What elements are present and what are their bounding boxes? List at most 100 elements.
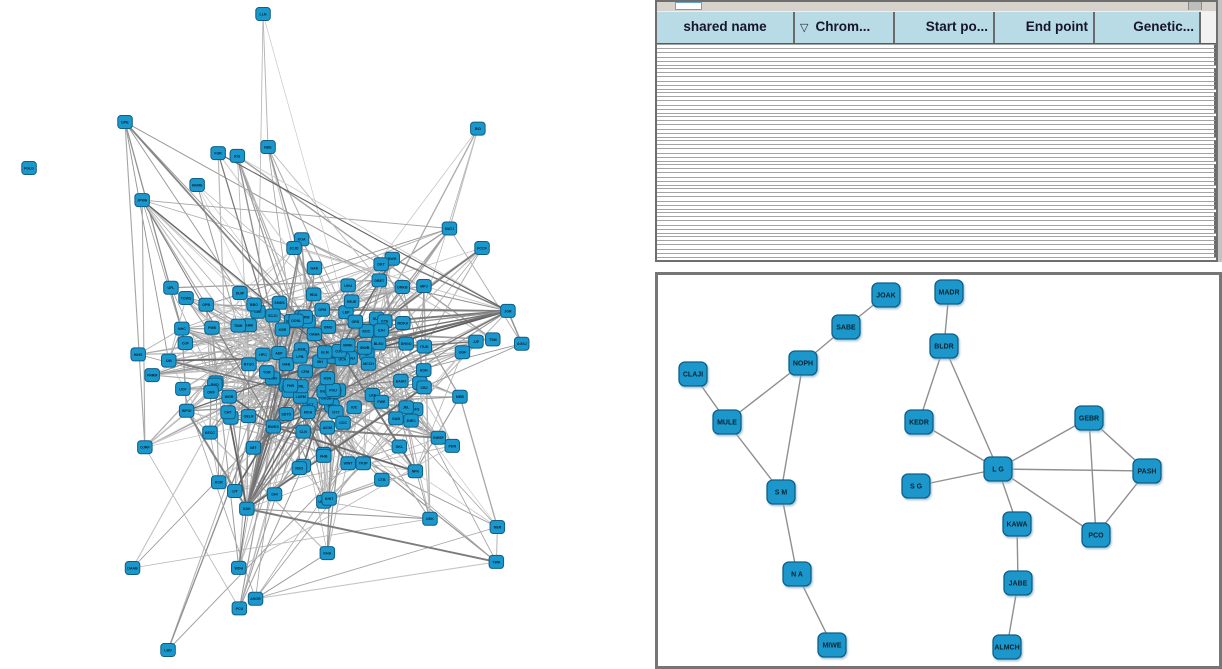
table-cell[interactable]: 36000000: [657, 220, 1216, 225]
column-header-shared-name[interactable]: shared name: [657, 12, 795, 43]
network-node[interactable]: GWSF: [430, 430, 447, 445]
network-node-sm[interactable]: S M: [766, 479, 796, 505]
network-node-bldr[interactable]: BLDR: [929, 333, 959, 359]
network-edge[interactable]: [228, 391, 334, 398]
network-node[interactable]: UFL: [163, 280, 179, 295]
network-node[interactable]: HAB: [278, 357, 295, 372]
network-node[interactable]: ORF: [203, 384, 219, 399]
network-edge[interactable]: [301, 238, 380, 281]
network-node[interactable]: WIRK: [340, 338, 356, 353]
table-horizontal-scrollbar[interactable]: [657, 2, 1216, 12]
network-node[interactable]: HIHS: [130, 347, 146, 362]
network-node-pco[interactable]: PCO: [1081, 522, 1111, 548]
network-node[interactable]: BMO: [320, 319, 337, 334]
network-edge[interactable]: [449, 228, 523, 344]
network-edge[interactable]: [228, 396, 300, 469]
network-edge[interactable]: [415, 352, 463, 472]
table-cell[interactable]: 8.9: [657, 228, 1216, 233]
network-node[interactable]: OFM: [314, 302, 330, 317]
network-node[interactable]: KSN: [319, 371, 336, 386]
network-node[interactable]: JEL: [398, 400, 414, 415]
network-node-gebr[interactable]: GEBR: [1074, 405, 1104, 431]
network-edge[interactable]: [262, 13, 269, 148]
network-edge[interactable]: [262, 13, 347, 313]
network-edge[interactable]: [211, 247, 295, 329]
network-node[interactable]: DHGO: [398, 336, 414, 351]
table-cell[interactable]: 10.5: [657, 204, 1216, 209]
table-row[interactable]: PASH (vs) PCO6340000004200000011.4: [657, 164, 1216, 188]
network-node[interactable]: MOA: [300, 405, 316, 420]
network-node-sabe[interactable]: SABE: [831, 314, 861, 340]
table-cell[interactable]: 36000000: [657, 244, 1216, 249]
network-node[interactable]: UCF: [175, 381, 191, 396]
table-row[interactable]: BLDR (vs) KEDR61170000000192.0: [657, 44, 1216, 68]
network-node[interactable]: KHA: [319, 546, 336, 561]
table-cell[interactable]: 170000000: [657, 56, 1216, 61]
network-node[interactable]: DHI: [266, 487, 283, 502]
table-cell[interactable]: BLDR (vs) KEDR: [657, 44, 1216, 49]
network-node-miwe[interactable]: MIWE: [817, 632, 847, 658]
network-node-sg[interactable]: S G: [901, 473, 931, 499]
network-node[interactable]: MPJ: [416, 279, 432, 293]
table-cell[interactable]: 35000000: [657, 128, 1216, 133]
network-edge[interactable]: [362, 363, 369, 464]
network-node[interactable]: IJM: [161, 353, 177, 368]
network-node[interactable]: HDA: [305, 287, 322, 302]
network-edge[interactable]: [257, 13, 264, 312]
network-node[interactable]: ORS: [347, 314, 364, 329]
network-node-jabe[interactable]: JABE: [1003, 570, 1033, 596]
network-node[interactable]: NER: [489, 520, 506, 534]
network-edge-SM-NA[interactable]: [780, 491, 798, 575]
network-edge[interactable]: [448, 128, 479, 229]
table-cell[interactable]: 6: [657, 192, 1216, 197]
network-node[interactable]: LBD: [160, 643, 176, 657]
network-edge[interactable]: [246, 508, 430, 520]
network-edge[interactable]: [253, 427, 328, 449]
network-node[interactable]: WWT: [340, 456, 356, 471]
table-cell[interactable]: 5.9: [657, 132, 1216, 137]
network-node[interactable]: KHIT: [321, 491, 337, 506]
table-row[interactable]: CLAJI (vs) MULE625000000350000005.9: [657, 116, 1216, 140]
network-edge[interactable]: [138, 328, 283, 355]
network-node[interactable]: TOR: [259, 365, 275, 380]
table-cell[interactable]: GEBR (vs) PCO: [657, 236, 1216, 241]
network-node[interactable]: PMB: [204, 320, 220, 335]
network-node[interactable]: MCCH: [360, 356, 377, 371]
network-edge[interactable]: [144, 302, 280, 448]
network-edge[interactable]: [237, 155, 509, 312]
network-edge-NOPH-SM[interactable]: [780, 362, 804, 493]
network-node[interactable]: MDKA: [395, 316, 411, 330]
network-node[interactable]: BEE: [260, 140, 276, 154]
network-edge[interactable]: [196, 184, 347, 313]
network-node[interactable]: UKK: [422, 511, 438, 526]
network-edge[interactable]: [255, 561, 497, 600]
network-edge[interactable]: [246, 507, 497, 563]
table-row[interactable]: GEBR (vs) L G6300000004300000016.9: [657, 140, 1216, 164]
network-node-lg[interactable]: L G: [983, 456, 1013, 482]
network-edge[interactable]: [301, 310, 509, 350]
network-node[interactable]: MATJ: [441, 221, 458, 236]
network-node[interactable]: CLN: [295, 424, 311, 439]
table-row[interactable]: GEBR (vs) PCO636000000420000008.4: [657, 236, 1216, 260]
table-cell[interactable]: PASH (vs) PCO: [657, 164, 1216, 169]
network-node[interactable]: PDR: [444, 438, 460, 453]
network-edge[interactable]: [124, 121, 170, 361]
table-cell[interactable]: 16.9: [657, 156, 1216, 161]
network-node[interactable]: EAHO: [393, 373, 409, 388]
table-cell[interactable]: 1: [657, 52, 1216, 57]
table-cell[interactable]: 6: [657, 144, 1216, 149]
network-edge[interactable]: [314, 310, 508, 335]
network-edge[interactable]: [141, 199, 274, 427]
network-node[interactable]: OABA: [306, 327, 323, 342]
network-node[interactable]: OONL: [288, 313, 304, 328]
network-edge-LG-PCO[interactable]: [997, 468, 1097, 536]
network-node-na[interactable]: N A: [782, 561, 812, 587]
network-edge[interactable]: [211, 327, 217, 383]
network-node[interactable]: GKL: [391, 439, 408, 454]
network-edge[interactable]: [379, 247, 483, 281]
network-node[interactable]: FUR: [210, 146, 226, 161]
table-cell[interactable]: 6: [657, 48, 1216, 53]
network-node[interactable]: DPE: [117, 115, 133, 129]
network-node[interactable]: GAK: [306, 260, 323, 275]
table-cell[interactable]: 6: [657, 216, 1216, 221]
